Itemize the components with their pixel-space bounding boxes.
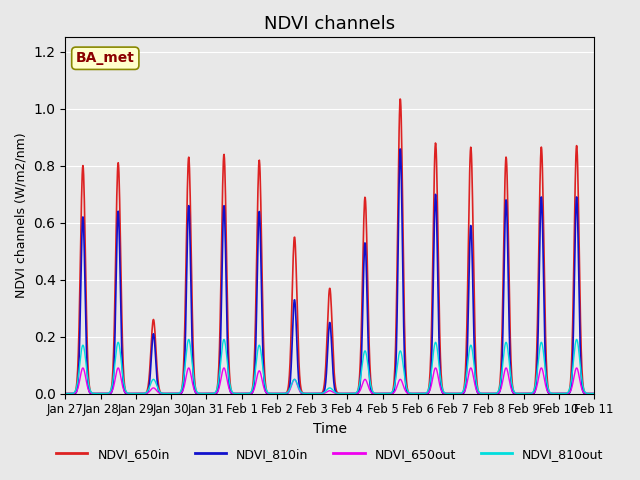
NDVI_810in: [102, 391, 110, 396]
Title: NDVI channels: NDVI channels: [264, 15, 396, 33]
NDVI_810in: [124, 391, 132, 396]
NDVI_810in: [61, 391, 69, 396]
NDVI_810out: [573, 336, 580, 342]
NDVI_810out: [61, 391, 69, 396]
Line: NDVI_810out: NDVI_810out: [65, 339, 595, 394]
NDVI_650in: [124, 391, 132, 396]
X-axis label: Time: Time: [313, 422, 347, 436]
NDVI_810in: [591, 391, 598, 396]
NDVI_650out: [591, 391, 598, 396]
NDVI_650in: [307, 391, 314, 396]
NDVI_650out: [61, 391, 69, 396]
NDVI_650out: [307, 391, 314, 396]
NDVI_810in: [362, 264, 370, 270]
Line: NDVI_650out: NDVI_650out: [65, 368, 595, 394]
NDVI_650out: [363, 380, 371, 385]
NDVI_650out: [297, 390, 305, 396]
NDVI_810out: [363, 353, 371, 359]
NDVI_810in: [396, 146, 404, 152]
NDVI_650in: [362, 218, 370, 224]
NDVI_810out: [297, 388, 305, 394]
NDVI_810out: [124, 390, 132, 396]
NDVI_810in: [307, 391, 314, 396]
NDVI_650in: [102, 391, 110, 396]
NDVI_810out: [102, 391, 110, 396]
NDVI_650out: [124, 391, 132, 396]
NDVI_810out: [307, 391, 314, 396]
Line: NDVI_810in: NDVI_810in: [65, 149, 595, 394]
NDVI_810out: [308, 391, 316, 396]
NDVI_650in: [61, 391, 69, 396]
Legend: NDVI_650in, NDVI_810in, NDVI_650out, NDVI_810out: NDVI_650in, NDVI_810in, NDVI_650out, NDV…: [51, 443, 609, 466]
Text: BA_met: BA_met: [76, 51, 135, 65]
NDVI_650in: [297, 384, 305, 389]
NDVI_650out: [309, 391, 317, 396]
NDVI_650in: [286, 367, 294, 372]
NDVI_650out: [103, 391, 111, 396]
NDVI_810out: [591, 391, 598, 396]
Line: NDVI_650in: NDVI_650in: [65, 99, 595, 394]
NDVI_650in: [591, 391, 598, 396]
NDVI_650in: [396, 96, 404, 102]
NDVI_650out: [79, 365, 87, 371]
NDVI_810in: [286, 384, 294, 389]
NDVI_810out: [286, 386, 294, 392]
NDVI_810in: [297, 389, 305, 395]
NDVI_650out: [286, 386, 294, 392]
Y-axis label: NDVI channels (W/m2/nm): NDVI channels (W/m2/nm): [15, 132, 28, 298]
